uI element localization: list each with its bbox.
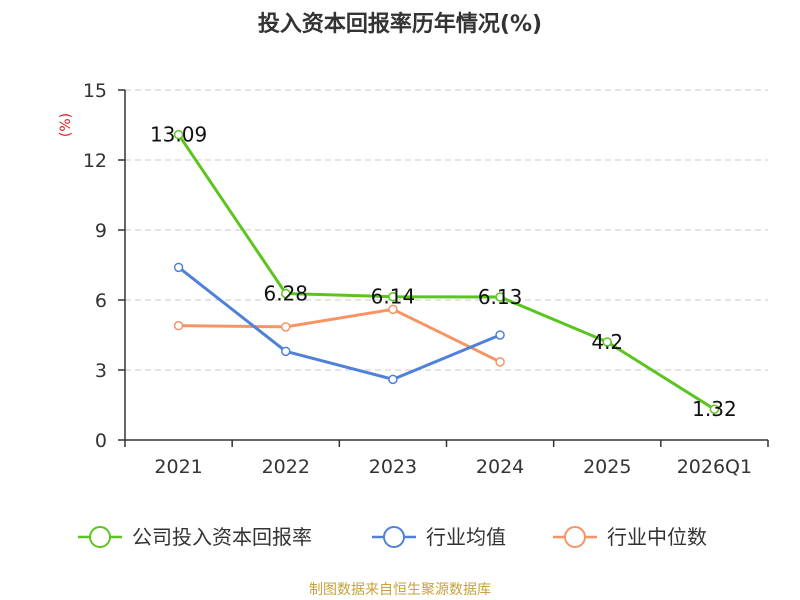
data-label: 6.13 [478, 285, 523, 309]
data-point [173, 262, 184, 273]
y-tick-label: 15 [83, 80, 107, 102]
series-line [177, 266, 501, 381]
legend-marker [383, 526, 405, 548]
y-tick-label: 12 [83, 150, 107, 172]
gridlines [125, 89, 768, 371]
x-tick-label: 2021 [154, 456, 202, 478]
x-tick-label: 2022 [262, 456, 310, 478]
data-point [709, 404, 720, 414]
x-tick-label: 2023 [369, 456, 417, 478]
data-label: 4.2 [591, 330, 623, 354]
y-axis-label: (%) [58, 113, 74, 137]
data-point [281, 322, 291, 332]
legend-item-1: 行业均值 [372, 525, 506, 549]
data-point [495, 330, 505, 340]
series-line [178, 307, 501, 364]
data-point [388, 374, 398, 385]
data-point [495, 357, 505, 367]
data-label: 13.09 [150, 123, 207, 147]
axes: 0 3 6 9 12 15 (%) 2021 2022 2023 2024 2025 2026Q1 [58, 80, 769, 478]
data-point [281, 346, 291, 357]
legend-item-0: 公司投入资本回报率 [78, 525, 312, 549]
y-tick-label: 9 [95, 220, 107, 242]
chart-title: 投入资本回报率历年情况(%) [257, 12, 543, 37]
x-tick-label: 2026Q1 [677, 456, 752, 478]
data-point [173, 320, 184, 331]
legend: 公司投入资本回报率 行业均值 行业中位数 [78, 525, 707, 549]
legend-label: 行业均值 [426, 525, 506, 549]
legend-label: 公司投入资本回报率 [132, 525, 312, 549]
source-note: 制图数据来自恒生聚源数据库 [309, 582, 491, 598]
data-point [602, 337, 612, 347]
x-tick-label: 2025 [583, 456, 631, 478]
data-point [281, 288, 291, 299]
series-2 [173, 304, 505, 367]
data-labels: 13.09 6.28 6.14 6.13 4.2 1.32 [150, 123, 737, 422]
legend-item-2: 行业中位数 [553, 525, 707, 549]
series-0 [173, 129, 720, 414]
series-line [177, 133, 716, 411]
y-tick-label: 0 [95, 430, 107, 452]
x-tick-label: 2024 [476, 456, 524, 478]
data-label: 1.32 [692, 397, 737, 421]
legend-marker [89, 526, 111, 548]
series-lines [173, 129, 720, 414]
y-tick-label: 6 [95, 290, 107, 312]
data-label: 6.28 [263, 281, 308, 305]
legend-marker [564, 526, 586, 548]
legend-label: 行业中位数 [607, 525, 707, 549]
data-point [495, 292, 505, 302]
series-1 [173, 262, 505, 385]
data-point [388, 304, 398, 315]
data-point [173, 129, 184, 140]
data-label: 6.14 [371, 285, 416, 309]
y-tick-label: 3 [95, 360, 107, 382]
data-point [388, 291, 398, 302]
